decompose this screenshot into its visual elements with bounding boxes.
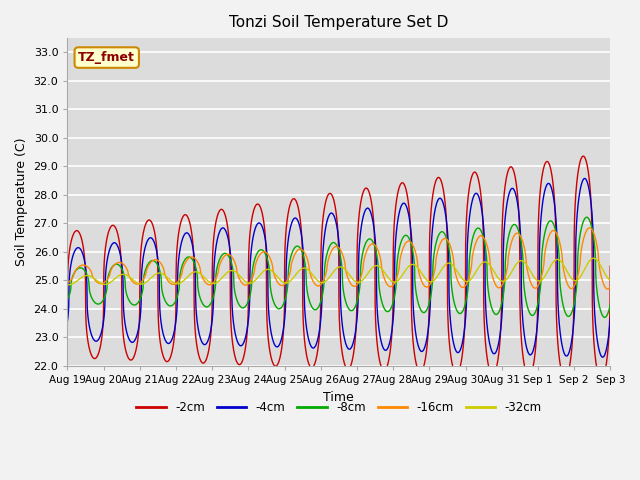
-2cm	[596, 376, 604, 382]
-8cm	[583, 215, 591, 220]
-8cm	[125, 298, 133, 304]
-4cm	[581, 176, 589, 181]
-32cm	[607, 277, 614, 283]
-32cm	[596, 262, 604, 267]
-16cm	[295, 246, 303, 252]
-2cm	[579, 153, 587, 159]
-4cm	[125, 337, 133, 343]
-2cm	[607, 264, 614, 269]
-32cm	[63, 282, 71, 288]
Line: -16cm: -16cm	[67, 228, 611, 289]
-4cm	[599, 354, 607, 360]
X-axis label: Time: Time	[323, 391, 354, 404]
-32cm	[65, 282, 72, 288]
-8cm	[596, 305, 604, 311]
Legend: -2cm, -4cm, -8cm, -16cm, -32cm: -2cm, -4cm, -8cm, -16cm, -32cm	[131, 396, 547, 419]
-8cm	[63, 296, 71, 302]
-4cm	[537, 214, 545, 219]
Line: -32cm: -32cm	[67, 258, 611, 285]
-4cm	[63, 318, 71, 324]
-32cm	[272, 272, 280, 277]
-16cm	[125, 274, 133, 280]
-2cm	[63, 292, 71, 298]
-8cm	[272, 303, 280, 309]
Text: TZ_fmet: TZ_fmet	[78, 51, 135, 64]
-32cm	[158, 271, 166, 276]
-2cm	[157, 347, 165, 353]
-2cm	[537, 180, 545, 186]
-8cm	[295, 244, 303, 250]
-8cm	[537, 275, 545, 281]
-32cm	[296, 268, 303, 274]
-4cm	[295, 221, 303, 227]
Line: -2cm: -2cm	[67, 156, 611, 380]
-4cm	[607, 315, 614, 321]
-2cm	[295, 209, 303, 215]
-8cm	[157, 284, 165, 290]
-4cm	[157, 323, 165, 329]
Y-axis label: Soil Temperature (C): Soil Temperature (C)	[15, 138, 28, 266]
-8cm	[601, 314, 609, 320]
-16cm	[596, 266, 604, 272]
-16cm	[272, 276, 280, 281]
-16cm	[537, 275, 545, 281]
Title: Tonzi Soil Temperature Set D: Tonzi Soil Temperature Set D	[229, 15, 449, 30]
Line: -8cm: -8cm	[67, 217, 611, 317]
-2cm	[125, 357, 133, 362]
-16cm	[157, 262, 165, 267]
-32cm	[589, 255, 597, 261]
-2cm	[272, 363, 280, 369]
-32cm	[538, 277, 545, 283]
-2cm	[597, 377, 605, 383]
-16cm	[604, 286, 611, 292]
-16cm	[63, 280, 71, 286]
Line: -4cm: -4cm	[67, 179, 611, 357]
-8cm	[607, 302, 614, 308]
-4cm	[272, 343, 280, 349]
-32cm	[125, 274, 133, 280]
-16cm	[607, 284, 614, 289]
-16cm	[586, 225, 593, 231]
-4cm	[596, 349, 604, 355]
